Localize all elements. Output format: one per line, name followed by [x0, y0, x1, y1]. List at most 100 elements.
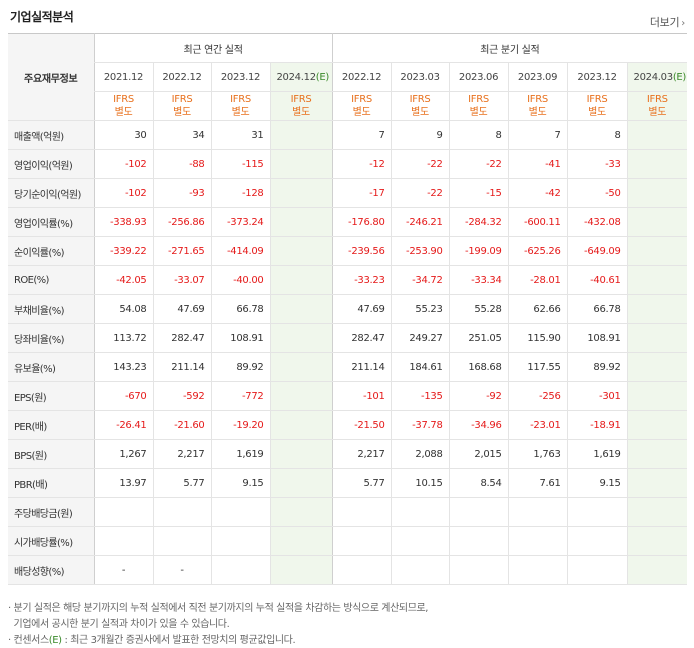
value-cell: -339.22: [93, 236, 153, 266]
period-header: 2023.12: [210, 62, 270, 92]
value-cell: 66.78: [210, 294, 270, 324]
table-row: PER(배) -26.41 -21.60 -19.20 -21.50 -37.78 -34.…: [8, 410, 688, 440]
footnotes: · 분기 실적은 해당 분기까지의 누적 실적에서 직전 분기까지의 누적 실적…: [8, 601, 428, 648]
row-label: 매출액(억원): [8, 120, 94, 150]
value-cell: -33.07: [152, 265, 211, 295]
row-label: 배당성향(%): [8, 555, 94, 585]
ifrs-badge: IFRS 별도: [626, 91, 688, 121]
value-cell: 8: [448, 120, 509, 150]
table-row: 매출액(억원) 30 34 31 7 9 8 7 8: [8, 120, 688, 150]
value-cell: -102: [93, 149, 153, 179]
value-cell: -253.90: [390, 236, 450, 266]
annual-group-header: 최근 연간 실적: [93, 33, 333, 63]
period-label: 2024.03: [633, 71, 674, 83]
value-cell: 10.15: [390, 468, 450, 498]
value-cell: -115: [210, 149, 270, 179]
value-cell: -592: [152, 381, 211, 411]
value-cell: [448, 555, 509, 585]
ifrs-line2: 별도: [231, 107, 250, 118]
footnote-3: · 컨센서스(E) : 최근 3개월간 증권사에서 발표한 전망치의 평균값입니…: [8, 633, 428, 648]
value-cell: [566, 526, 628, 556]
value-cell: 108.91: [210, 323, 270, 353]
value-cell: -19.20: [210, 410, 270, 440]
period-header: 2023.09: [507, 62, 568, 92]
value-cell: 2,088: [390, 439, 450, 469]
ifrs-badge: IFRS 별도: [331, 91, 392, 121]
ifrs-line1: IFRS: [230, 94, 251, 105]
period-header: 2024.12(E): [269, 62, 333, 92]
value-cell: [626, 207, 688, 237]
ifrs-line2: 별도: [648, 107, 667, 118]
value-cell: 47.69: [331, 294, 392, 324]
value-cell: [331, 555, 392, 585]
row-label: 순이익률(%): [8, 236, 94, 266]
estimate-mark: (E): [672, 71, 687, 83]
value-cell: [626, 439, 688, 469]
value-cell: -135: [390, 381, 450, 411]
value-cell: -256: [507, 381, 568, 411]
value-cell: [152, 497, 211, 527]
value-cell: -42.05: [93, 265, 153, 295]
value-cell: [626, 555, 688, 585]
value-cell: [507, 497, 568, 527]
value-cell: [507, 555, 568, 585]
value-cell: 282.47: [152, 323, 211, 353]
value-cell: [210, 555, 270, 585]
value-cell: -21.60: [152, 410, 211, 440]
value-cell: [566, 555, 628, 585]
value-cell: 55.23: [390, 294, 450, 324]
value-cell: -23.01: [507, 410, 568, 440]
value-cell: [269, 236, 333, 266]
value-cell: -37.78: [390, 410, 450, 440]
value-cell: -26.41: [93, 410, 153, 440]
ifrs-badge: IFRS 별도: [93, 91, 153, 121]
period-header: 2021.12: [93, 62, 153, 92]
value-cell: [390, 497, 450, 527]
ifrs-line2: 별도: [292, 107, 310, 118]
value-cell: -: [152, 555, 211, 585]
quarter-group-header: 최근 분기 실적: [331, 33, 688, 63]
period-label: 2023.12: [220, 71, 261, 83]
ifrs-badge: IFRS 별도: [566, 91, 628, 121]
value-cell: -600.11: [507, 207, 568, 237]
row-label: 시가배당률(%): [8, 526, 94, 556]
value-cell: [269, 149, 333, 179]
value-cell: -22: [448, 149, 509, 179]
value-cell: -34.72: [390, 265, 450, 295]
value-cell: 115.90: [507, 323, 568, 353]
value-cell: -271.65: [152, 236, 211, 266]
value-cell: 55.28: [448, 294, 509, 324]
value-cell: -17: [331, 178, 392, 208]
ifrs-line2: 별도: [114, 107, 133, 118]
value-cell: -256.86: [152, 207, 211, 237]
value-cell: -41: [507, 149, 568, 179]
value-cell: [210, 526, 270, 556]
table-row: 당좌비율(%) 113.72 282.47 108.91 282.47 249.27 251…: [8, 323, 688, 353]
value-cell: [390, 526, 450, 556]
table-row: 부채비율(%) 54.08 47.69 66.78 47.69 55.23 55.28 62.…: [8, 294, 688, 324]
value-cell: [626, 323, 688, 353]
value-cell: -338.93: [93, 207, 153, 237]
period-label: 2023.06: [458, 71, 499, 83]
value-cell: -42: [507, 178, 568, 208]
value-cell: -28.01: [507, 265, 568, 295]
value-cell: -199.09: [448, 236, 509, 266]
ifrs-line1: IFRS: [586, 94, 608, 105]
more-link[interactable]: 더보기 ›: [650, 14, 685, 30]
period-label: 2023.09: [517, 71, 558, 83]
value-cell: -12: [331, 149, 392, 179]
row-label: 부채비율(%): [8, 294, 94, 324]
value-cell: 89.92: [210, 352, 270, 382]
table-row: ROE(%) -42.05 -33.07 -40.00 -33.23 -34.72 -33.…: [8, 265, 688, 295]
ifrs-badge: IFRS 별도: [152, 91, 211, 121]
value-cell: [626, 265, 688, 295]
footnote-3-est-mark: (E): [48, 635, 62, 646]
value-cell: 9: [390, 120, 450, 150]
footnote-1: · 분기 실적은 해당 분기까지의 누적 실적에서 직전 분기까지의 누적 실적…: [8, 603, 429, 614]
value-cell: 2,217: [331, 439, 392, 469]
value-cell: -33: [566, 149, 628, 179]
value-cell: -301: [566, 381, 628, 411]
value-cell: 184.61: [390, 352, 450, 382]
value-cell: [269, 294, 333, 324]
value-cell: [269, 323, 333, 353]
